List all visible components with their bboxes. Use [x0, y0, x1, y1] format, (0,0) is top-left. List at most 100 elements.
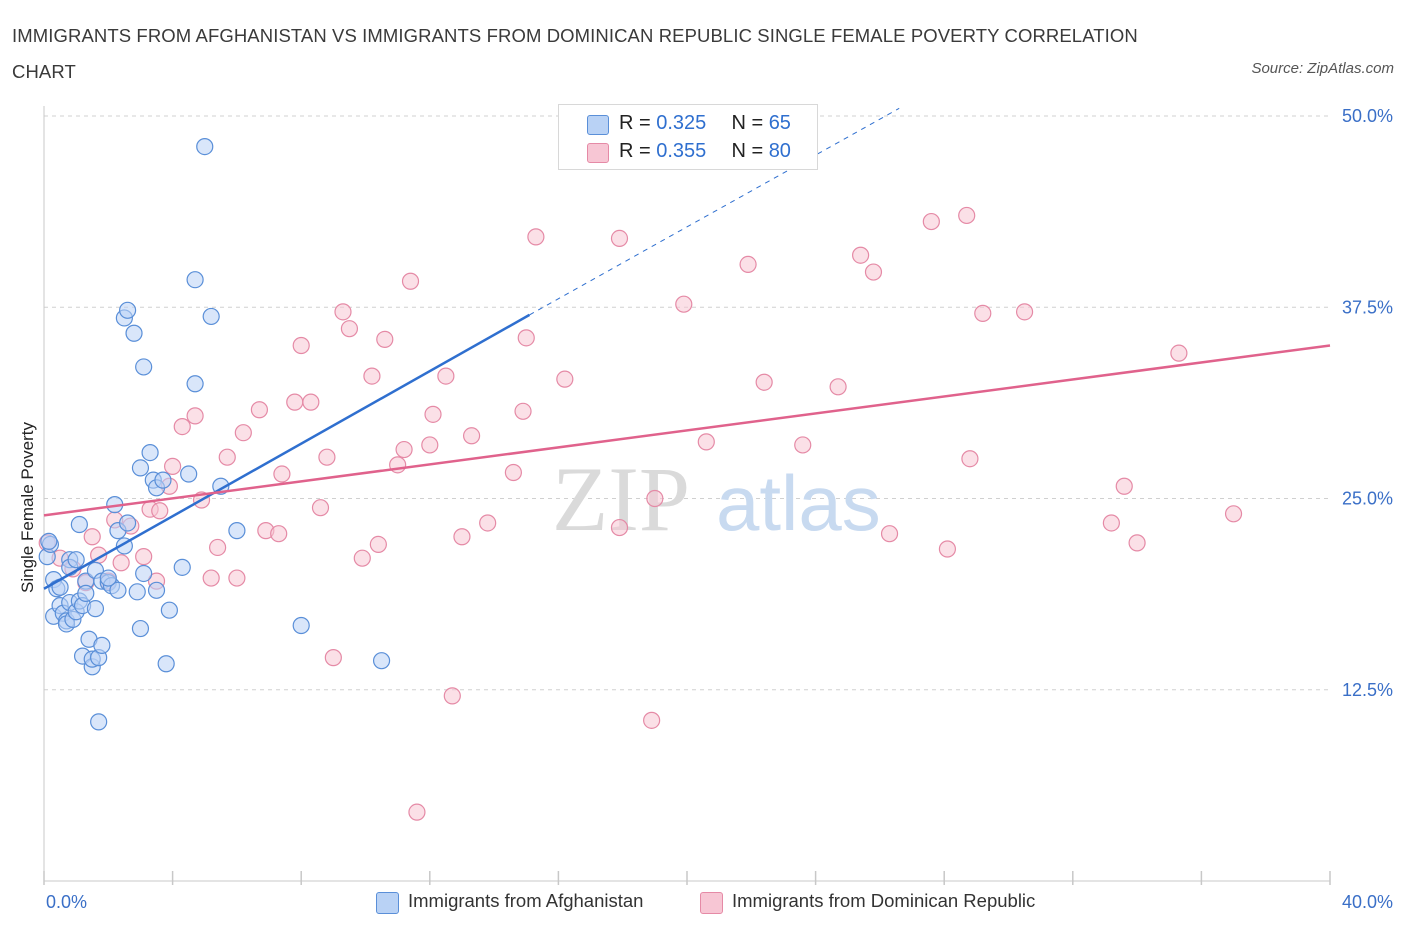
afghanistan-point	[141, 444, 159, 462]
afghanistan-point	[131, 459, 150, 477]
afghanistan-point	[131, 619, 150, 638]
n-value-dominican: 80	[768, 140, 791, 162]
dominican-point	[794, 436, 812, 454]
axes	[43, 106, 1331, 885]
dominican-point	[829, 378, 847, 396]
afghanistan-point	[135, 358, 153, 376]
n-value-afghanistan: 65	[768, 112, 791, 134]
dominican-point	[83, 528, 101, 546]
dominican-point	[880, 525, 899, 543]
dominican-point	[286, 393, 304, 411]
legend-swatch-dominican	[700, 892, 723, 914]
dominican-point	[437, 367, 455, 385]
dominican-point	[961, 450, 979, 468]
y-tick-label: 12.5%	[1342, 680, 1393, 700]
afghanistan-point	[186, 375, 204, 393]
dominican-point	[112, 554, 130, 572]
y-tick-label: 25.0%	[1342, 489, 1393, 509]
dominican-point	[755, 373, 773, 391]
afghanistan-point	[147, 581, 166, 599]
y-tick-label: 50.0%	[1342, 106, 1393, 126]
r-value-dominican: 0.355	[656, 140, 707, 162]
dominican-point	[697, 433, 715, 451]
trend-line-dominican	[43, 344, 1331, 517]
afghanistan-point	[372, 652, 391, 670]
dominican-point	[369, 535, 387, 554]
dominican-point	[556, 370, 574, 388]
dominican-point	[462, 427, 481, 445]
dominican-point	[479, 514, 497, 532]
dominican-point	[527, 228, 545, 246]
dominican-point	[334, 303, 352, 321]
dominican-point	[173, 417, 191, 436]
dominican-point	[302, 393, 320, 411]
dominican-point	[318, 448, 336, 466]
dominican-point	[643, 711, 661, 729]
afghanistan-point	[128, 583, 146, 601]
afghanistan-point	[77, 584, 95, 602]
trend-line-afghanistan	[43, 313, 531, 590]
tick-labels: 12.5% 25.0% 37.5% 50.0% 0.0% 40.0%	[46, 106, 1393, 912]
dominican-point	[363, 367, 381, 385]
dominican-point	[250, 401, 269, 419]
dominican-point	[209, 538, 227, 557]
legend-swatch-afghanistan	[587, 115, 609, 135]
dominican-point	[646, 489, 664, 508]
dominican-point	[202, 569, 220, 587]
dominican-point	[610, 229, 629, 247]
legend-label-dominican: Immigrants from Dominican Republic	[732, 890, 1036, 911]
afghanistan-point	[157, 655, 175, 673]
legend-swatch-afghanistan	[376, 892, 399, 914]
dominican-point	[739, 255, 757, 274]
dominican-point	[292, 336, 310, 355]
afghanistan-point	[67, 551, 85, 569]
x-tick-label: 0.0%	[46, 892, 87, 912]
afghanistan-point	[160, 601, 178, 619]
dominican-point	[353, 549, 371, 567]
afghanistan-point	[186, 271, 204, 289]
dominican-point	[1115, 477, 1133, 495]
afghanistan-point	[173, 558, 191, 576]
dominican-point	[1102, 514, 1120, 532]
afghanistan-point	[118, 514, 137, 532]
source-label: Source: ZipAtlas.com	[1251, 60, 1394, 77]
afghanistan-point	[93, 636, 111, 654]
afghanistan-point	[109, 581, 127, 599]
dominican-point	[938, 540, 957, 558]
afghanistan-point	[292, 616, 310, 635]
dominican-point	[675, 295, 693, 313]
dominican-point	[453, 528, 471, 546]
afghanistan-point	[125, 324, 143, 342]
data-points	[38, 138, 1243, 821]
dominican-point	[1015, 303, 1034, 321]
dominican-point	[864, 263, 883, 281]
afghanistan-point	[202, 307, 220, 326]
afghanistan-point	[135, 564, 153, 583]
r-label: R =	[619, 112, 657, 134]
dominican-point	[443, 687, 461, 705]
dominican-point	[922, 212, 940, 231]
dominican-point	[135, 548, 153, 566]
dominican-point	[504, 463, 522, 482]
dominican-point	[376, 330, 394, 348]
afghanistan-point	[154, 471, 172, 489]
afghanistan-point	[196, 138, 214, 156]
dominican-point	[1224, 505, 1243, 523]
dominican-point	[408, 803, 426, 821]
legend-label-afghanistan: Immigrants from Afghanistan	[408, 890, 644, 911]
afghanistan-point	[90, 713, 108, 731]
dominican-point	[234, 424, 252, 442]
dominican-point	[974, 304, 992, 322]
afghanistan-point	[40, 532, 58, 550]
dominican-point	[228, 569, 246, 587]
dominican-point	[958, 206, 976, 225]
n-label: N =	[731, 112, 769, 134]
dominican-point	[324, 649, 342, 667]
afghanistan-point	[70, 515, 88, 534]
n-label: N =	[731, 140, 769, 162]
dominican-point	[151, 502, 169, 520]
dominican-point	[514, 402, 532, 420]
y-axis-label: Single Female Poverty	[18, 421, 37, 593]
dominican-point	[218, 448, 236, 466]
